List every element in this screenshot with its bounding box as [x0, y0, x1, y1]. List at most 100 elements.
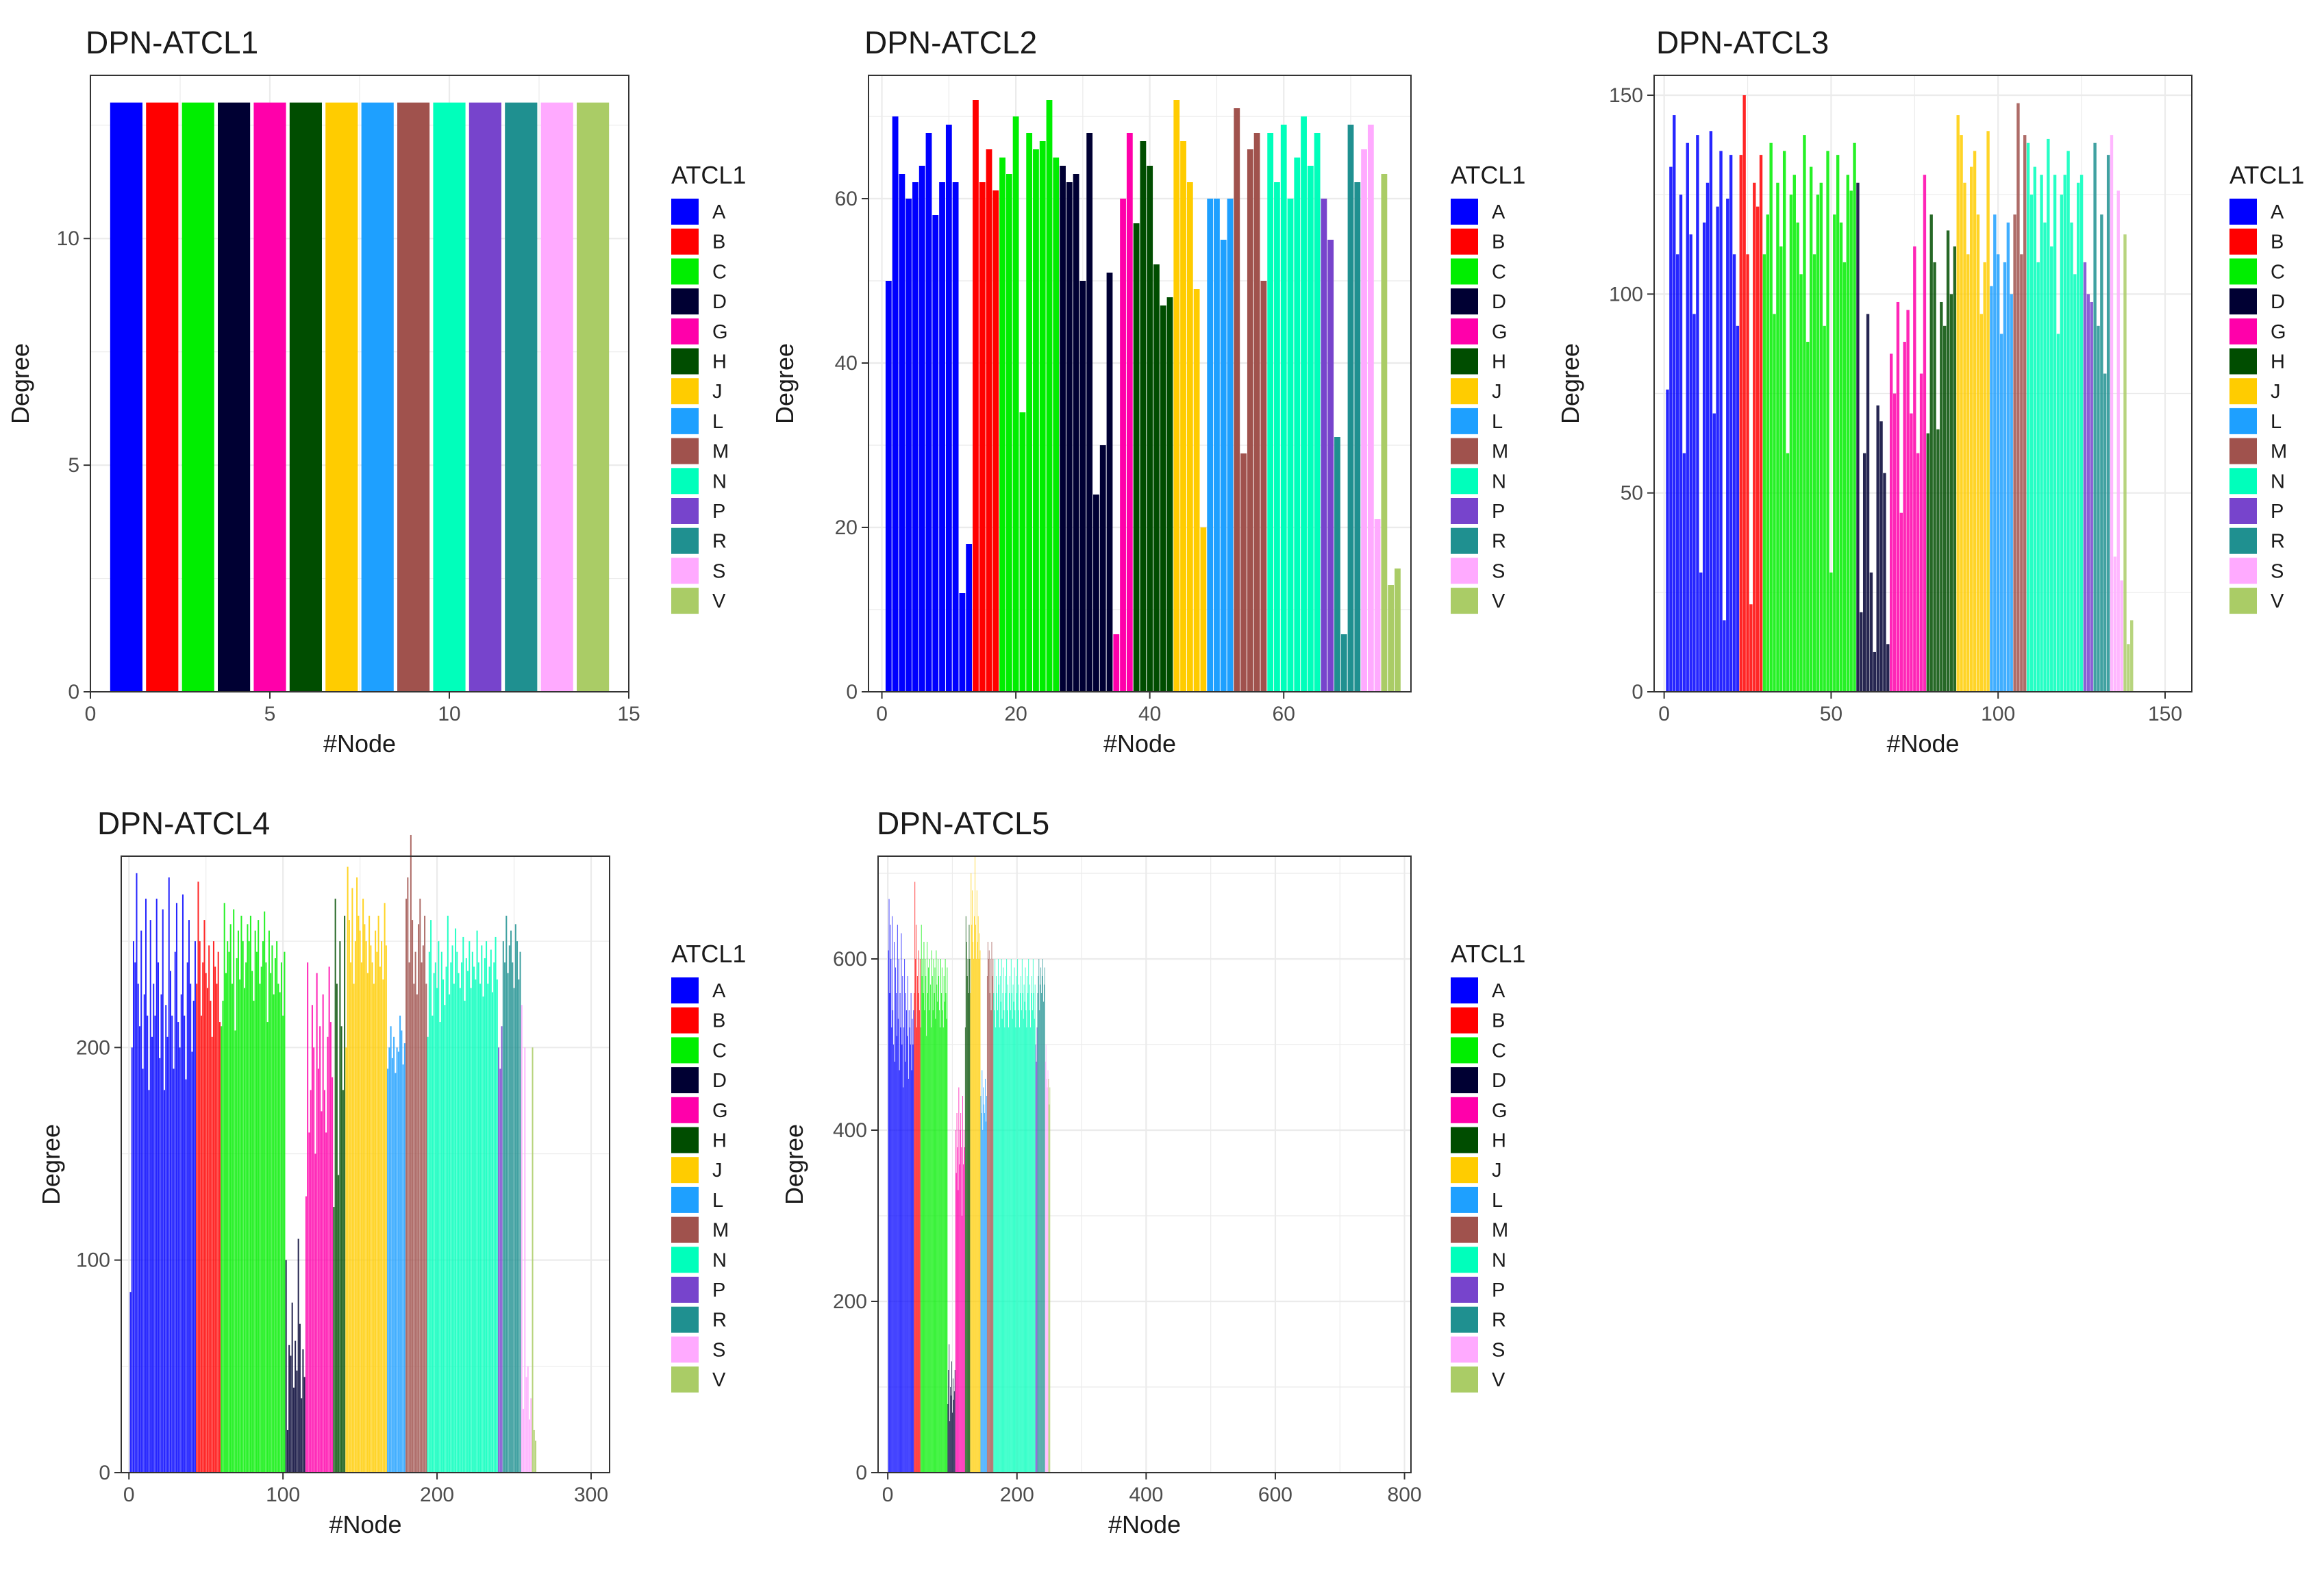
bar — [265, 962, 267, 1473]
bar — [1001, 959, 1002, 1473]
bar — [504, 962, 506, 1473]
bar — [1966, 254, 1970, 692]
bar — [228, 951, 230, 1473]
bar — [433, 973, 435, 1473]
bar — [445, 966, 447, 1473]
bar — [364, 924, 366, 1473]
bar — [453, 984, 455, 1473]
bar — [1001, 1019, 1003, 1473]
bar — [1193, 289, 1200, 692]
bar — [959, 593, 966, 692]
bar-group-S — [1361, 125, 1381, 692]
bar — [529, 1419, 531, 1473]
bar — [1361, 149, 1367, 692]
bar — [393, 1036, 395, 1473]
bar — [1789, 195, 1793, 692]
bar — [1036, 1062, 1037, 1473]
bar — [1180, 141, 1186, 692]
bar — [1856, 182, 1860, 692]
bar — [289, 102, 322, 692]
bar — [966, 976, 968, 1473]
legend-swatch-L — [671, 408, 699, 434]
bar — [1247, 149, 1253, 692]
bar — [899, 174, 905, 692]
bar-group-A — [1666, 115, 1740, 692]
bar-group-P — [1035, 1027, 1038, 1473]
x-axis-label: #Node — [1886, 729, 1959, 758]
bar — [1073, 174, 1079, 692]
bar — [905, 993, 906, 1473]
bar — [535, 1440, 537, 1473]
bar — [255, 951, 258, 1473]
bar — [1826, 151, 1829, 692]
bar-group-B — [973, 100, 999, 692]
bar — [969, 959, 971, 1473]
legend-swatch-L — [671, 1186, 699, 1213]
bar — [387, 1069, 389, 1473]
bar — [1274, 182, 1280, 692]
bar — [1779, 246, 1783, 692]
bar — [912, 182, 919, 692]
bar — [223, 903, 225, 1473]
bar — [1769, 142, 1773, 692]
bar — [927, 993, 929, 1473]
bar — [258, 920, 260, 1473]
bar — [450, 962, 452, 1473]
bar — [1786, 453, 1790, 692]
bar — [1032, 1010, 1033, 1473]
panel-title: DPN-ATCL2 — [864, 25, 1037, 60]
bar — [1879, 421, 1883, 692]
bar — [977, 916, 979, 1473]
bar — [2127, 644, 2130, 692]
bar — [340, 1026, 342, 1473]
bar — [938, 976, 940, 1473]
bar — [299, 1323, 301, 1473]
bar — [1976, 214, 1980, 692]
bar — [273, 994, 275, 1473]
bar — [1913, 246, 1916, 692]
bar — [166, 1036, 168, 1473]
bar — [955, 1173, 957, 1473]
bar — [899, 993, 901, 1473]
bar — [1960, 135, 1963, 692]
bar — [1916, 453, 1920, 692]
bar — [249, 915, 251, 1473]
legend-label-N: N — [2271, 471, 2285, 492]
legend-label-A: A — [712, 980, 726, 1002]
bar — [981, 1113, 982, 1473]
legend-label-S: S — [712, 1339, 725, 1361]
bar — [1746, 254, 1749, 692]
legend-label-C: C — [1492, 261, 1506, 283]
bar — [1892, 393, 1897, 692]
bar — [1836, 155, 1840, 692]
bar — [456, 951, 458, 1473]
bar — [982, 1130, 984, 1473]
bar — [1047, 1070, 1049, 1473]
bar — [206, 988, 208, 1473]
bar — [358, 915, 360, 1473]
bar — [1021, 1010, 1022, 1473]
bar — [237, 930, 239, 1473]
bar — [174, 951, 176, 1473]
bar — [1388, 585, 1395, 692]
bar — [1970, 166, 1973, 692]
bar — [200, 1015, 202, 1473]
bar — [934, 967, 936, 1473]
bar — [2116, 190, 2120, 692]
bar-group-D — [285, 1238, 305, 1473]
bar — [162, 909, 164, 1473]
legend-swatch-V — [1451, 1366, 1478, 1393]
bar — [1729, 155, 1733, 692]
legend-swatch-D — [1451, 1067, 1478, 1094]
legend-swatch-P — [1451, 1277, 1478, 1303]
legend-swatch-J — [2229, 378, 2257, 405]
bar — [994, 1010, 995, 1473]
bar — [323, 1090, 325, 1473]
bar-group-H — [333, 899, 346, 1473]
bar — [963, 1164, 964, 1473]
bar — [444, 1005, 446, 1473]
bar — [182, 102, 214, 692]
bar — [1839, 222, 1843, 692]
